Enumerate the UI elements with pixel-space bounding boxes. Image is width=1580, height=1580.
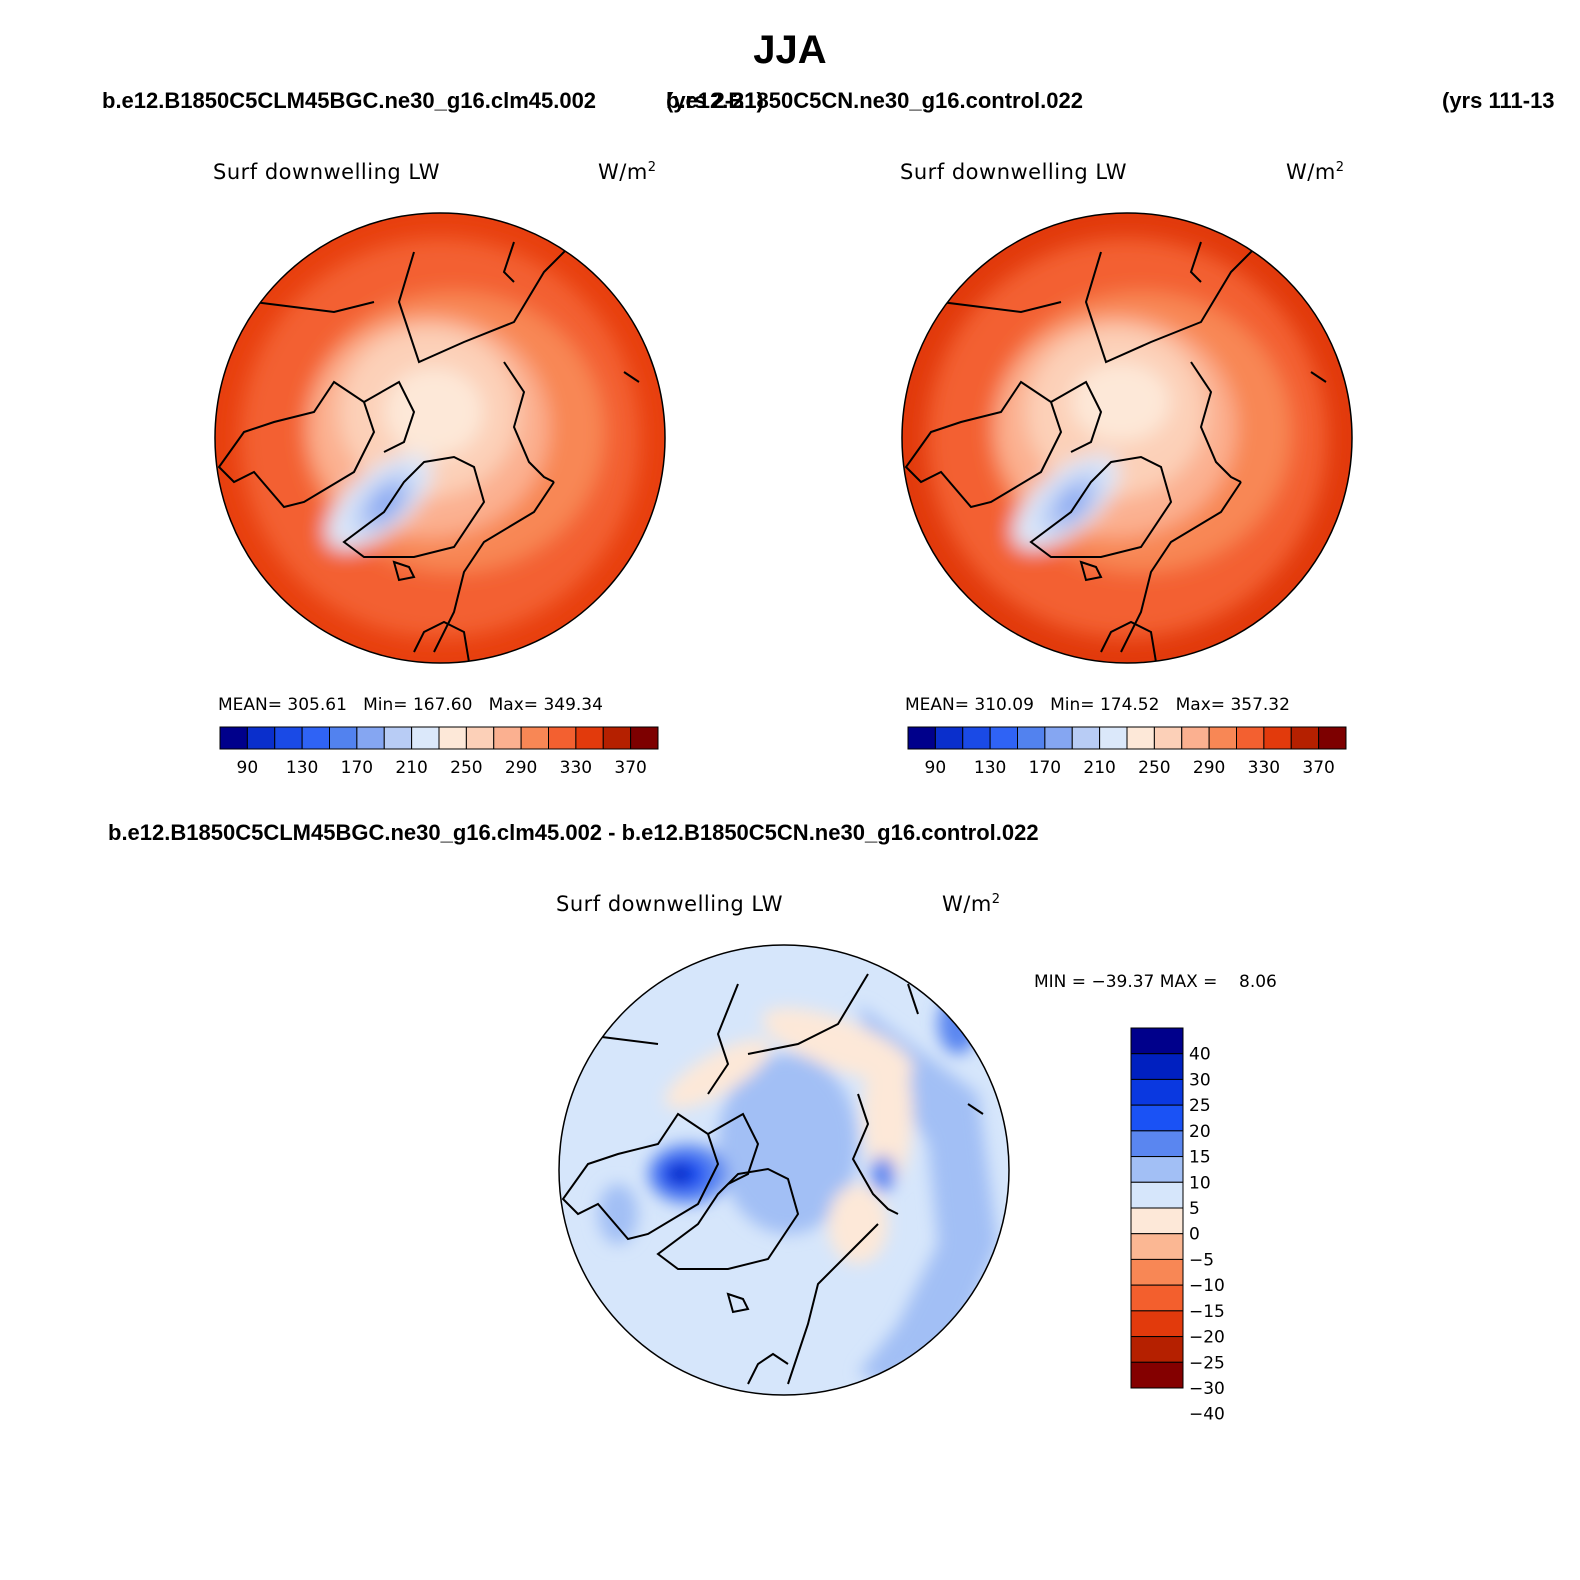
panel1-colorbar-swatch	[602, 726, 632, 750]
panel3-colorbar-tick-label: 10	[1189, 1173, 1211, 1193]
panel2-colorbar-tick-label: 250	[1138, 758, 1170, 778]
main-title: JJA	[753, 28, 827, 72]
panel2-colorbar-swatch	[907, 726, 936, 750]
panel1-colorbar-tick-label: 330	[560, 758, 592, 778]
panel3-colorbar-tick-label: 0	[1189, 1225, 1200, 1245]
panel2-colorbar-swatch	[1236, 726, 1265, 750]
panel3-colorbar-tick-label: −10	[1189, 1276, 1225, 1296]
panel2-stats: MEAN= 310.09 Min= 174.52 Max= 357.32	[905, 695, 1290, 715]
case2-years: (yrs 111-13	[1442, 88, 1555, 113]
panel1-colorbar-tick-label: 250	[450, 758, 482, 778]
panel3-colorbar-tick-label: 15	[1189, 1148, 1211, 1168]
panel3-colorbar-tick-label: −40	[1189, 1405, 1225, 1425]
panel1-colorbar-swatch	[274, 726, 303, 750]
panel2-colorbar-tick-label: 90	[925, 758, 947, 778]
panel2-polar-map	[901, 212, 1353, 664]
panel2-colorbar-swatch	[1318, 726, 1347, 750]
panel1-colorbar-tick-label: 130	[286, 758, 318, 778]
panel2-colorbar-tick-label: 370	[1302, 758, 1334, 778]
panel3-colorbar-tick-label: −15	[1189, 1302, 1225, 1322]
panel2-colorbar-tick-label: 330	[1248, 758, 1280, 778]
panel2-colorbar-swatch	[1208, 726, 1237, 750]
panel2-colorbar: 90 130 170 210 250 290 330 370	[907, 726, 1347, 778]
panel3-colorbar-tick-label: −5	[1189, 1250, 1214, 1270]
panel3-polar-map	[558, 944, 1010, 1396]
panel3-colorbar-swatch	[1130, 1310, 1184, 1338]
difference-title: b.e12.B1850C5CLM45BGC.ne30_g16.clm45.002…	[108, 820, 1039, 845]
panel3-colorbar-swatch	[1130, 1130, 1184, 1158]
panel1-colorbar-swatch	[246, 726, 276, 750]
panel1-colorbar-tick-label: 370	[614, 758, 646, 778]
panel2-variable-label: Surf downwelling LW	[900, 160, 1127, 184]
panel3-colorbar-swatch	[1130, 1156, 1184, 1183]
panel1-colorbar-swatch	[219, 726, 248, 750]
panel2-colorbar-swatch	[1181, 726, 1210, 750]
panel3-units: W/m2	[942, 892, 1001, 916]
panel3-variable-label: Surf downwelling LW	[556, 892, 783, 916]
panel2-colorbar-swatch	[1290, 726, 1320, 750]
panel1-colorbar-swatch	[301, 726, 330, 750]
panel1-colorbar-swatch	[438, 726, 467, 750]
panel3-colorbar-swatch	[1130, 1078, 1184, 1106]
panel2-colorbar-tick-label: 210	[1083, 758, 1115, 778]
panel3-colorbar-swatch	[1130, 1053, 1184, 1080]
panel3-colorbar-swatch	[1130, 1336, 1184, 1363]
panel3-colorbar: 40 30 25 20 15 10 5 0 −5 −10 −15 −20 −25 −30 −40	[1130, 1027, 1225, 1425]
panel1-colorbar-swatch	[493, 726, 522, 750]
panel2-colorbar-swatch	[989, 726, 1018, 750]
panel1-colorbar-swatch	[548, 726, 577, 750]
case1-years: (yrs 2-21)	[666, 88, 764, 113]
panel3-colorbar-tick-label: 5	[1189, 1199, 1200, 1219]
panel3-colorbar-swatch	[1130, 1284, 1184, 1312]
panel3-colorbar-tick-label: −25	[1189, 1353, 1225, 1373]
panel1-colorbar-swatch	[383, 726, 413, 750]
panel1-colorbar-swatch	[575, 726, 604, 750]
panel2-colorbar-tick-label: 170	[1029, 758, 1061, 778]
panel3-colorbar-tick-label: 30	[1189, 1070, 1211, 1090]
panel2-colorbar-swatch	[1017, 726, 1046, 750]
panel3-colorbar-swatch	[1130, 1104, 1184, 1132]
panel1-colorbar-swatch	[520, 726, 549, 750]
panel1-colorbar-tick-label: 290	[505, 758, 537, 778]
panel1-colorbar: 90 130 170 210 250 290 330 370	[219, 726, 659, 778]
panel1-colorbar-swatch	[329, 726, 358, 750]
panel3-colorbar-tick-label: 25	[1189, 1096, 1211, 1116]
panel2-colorbar-swatch	[1126, 726, 1155, 750]
case2-title: b.e12.B1850C5CN.ne30_g16.control.022	[666, 88, 1083, 113]
panel2-colorbar-swatch	[1099, 726, 1128, 750]
panel2-colorbar-swatch	[1263, 726, 1292, 750]
panel1-colorbar-swatch	[411, 726, 440, 750]
panel1-colorbar-tick-label: 210	[395, 758, 427, 778]
panel3-colorbar-swatch	[1130, 1233, 1184, 1260]
panel1-colorbar-swatch	[465, 726, 495, 750]
panel3-colorbar-tick-label: 40	[1189, 1045, 1211, 1065]
panel1-colorbar-tick-label: 170	[341, 758, 373, 778]
panel3-colorbar-swatch	[1130, 1207, 1184, 1235]
panel1-units: W/m2	[598, 160, 657, 184]
panel3-colorbar-tick-label: −30	[1189, 1379, 1225, 1399]
panel1-polar-map	[214, 212, 666, 664]
case1-title: b.e12.B1850C5CLM45BGC.ne30_g16.clm45.002	[102, 88, 597, 113]
panel1-colorbar-tick-label: 90	[237, 758, 259, 778]
panel3-colorbar-tick-label: −20	[1189, 1328, 1225, 1348]
panel2-colorbar-swatch	[1044, 726, 1073, 750]
panel3-colorbar-tick-label: 20	[1189, 1122, 1211, 1142]
panel2-colorbar-swatch	[962, 726, 991, 750]
panel3-colorbar-swatch	[1130, 1361, 1184, 1389]
panel2-colorbar-swatch	[934, 726, 964, 750]
panel2-colorbar-swatch	[1071, 726, 1101, 750]
panel3-colorbar-swatch	[1130, 1258, 1184, 1286]
panel2-colorbar-swatch	[1153, 726, 1183, 750]
panel1-colorbar-swatch	[630, 726, 659, 750]
panel3-minmax: MIN = −39.37 MAX = 8.06	[1034, 972, 1277, 992]
panel1-colorbar-swatch	[356, 726, 385, 750]
panel2-colorbar-tick-label: 130	[974, 758, 1006, 778]
panel3-colorbar-swatch	[1130, 1181, 1184, 1209]
panel3-colorbar-swatch	[1130, 1027, 1184, 1055]
panel1-stats: MEAN= 305.61 Min= 167.60 Max= 349.34	[218, 695, 603, 715]
panel1-variable-label: Surf downwelling LW	[213, 160, 440, 184]
panel2-units: W/m2	[1286, 160, 1345, 184]
panel2-colorbar-tick-label: 290	[1193, 758, 1225, 778]
